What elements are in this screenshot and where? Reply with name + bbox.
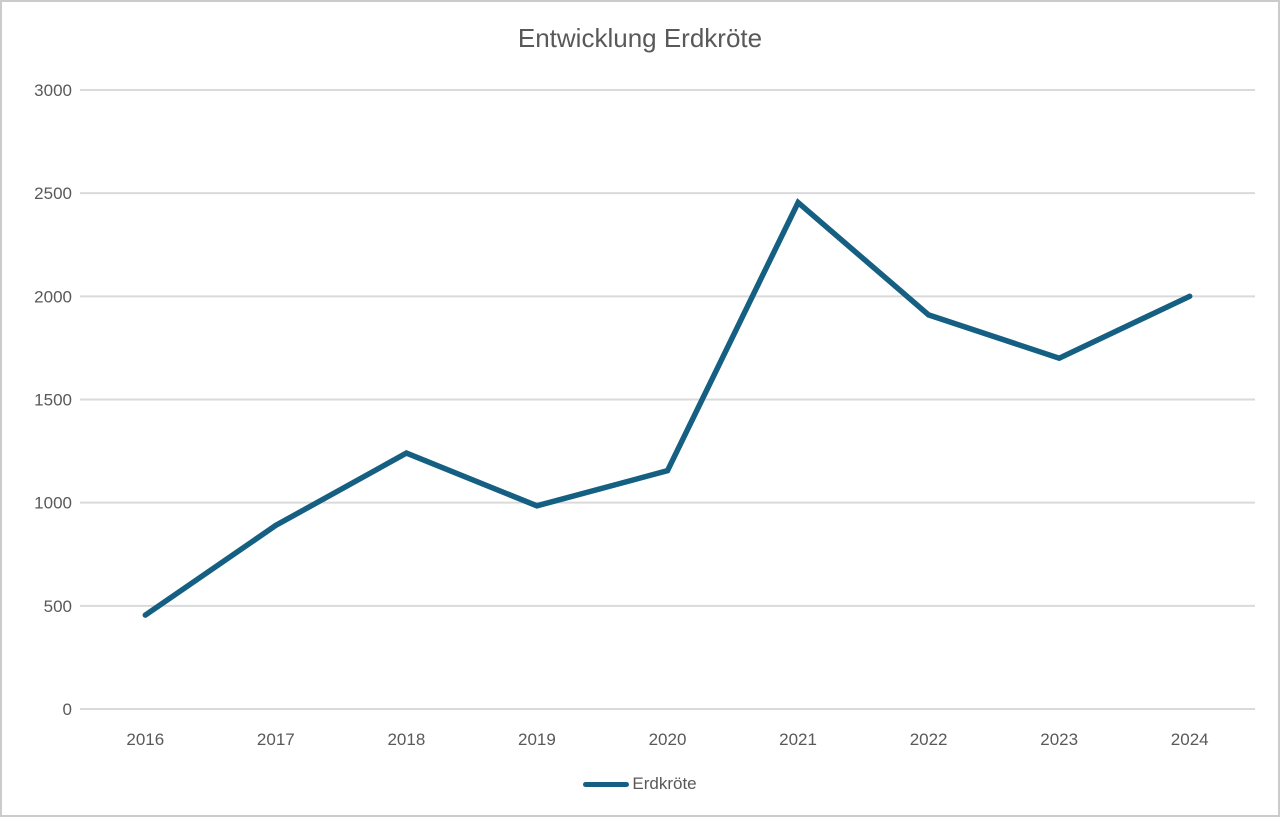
y-axis-tick-label: 3000 bbox=[34, 81, 72, 100]
legend-label: Erdkröte bbox=[632, 774, 697, 793]
x-axis-tick-label: 2017 bbox=[257, 730, 295, 749]
y-axis-tick-label: 1000 bbox=[34, 494, 72, 513]
x-axis-tick-label: 2016 bbox=[126, 730, 164, 749]
y-axis-tick-label: 2000 bbox=[34, 287, 72, 306]
x-axis-tick-label: 2024 bbox=[1171, 730, 1209, 749]
x-axis-tick-label: 2021 bbox=[779, 730, 817, 749]
legend-line-swatch bbox=[583, 781, 630, 787]
x-axis-tick-label: 2022 bbox=[910, 730, 948, 749]
y-axis-tick-label: 1500 bbox=[34, 391, 72, 410]
chart-title: Entwicklung Erdkröte bbox=[517, 23, 763, 53]
y-axis-tick-label: 500 bbox=[44, 597, 72, 616]
series-line-erdkröte bbox=[142, 198, 1193, 618]
legend: Erdkröte bbox=[2, 774, 1278, 794]
y-axis-tick-label: 0 bbox=[63, 700, 72, 719]
x-axis-tick-label: 2023 bbox=[1040, 730, 1078, 749]
x-axis-tick-label: 2020 bbox=[649, 730, 687, 749]
x-axis-tick-label: 2019 bbox=[518, 730, 556, 749]
x-axis-tick-label: 2018 bbox=[387, 730, 425, 749]
y-axis-tick-label: 2500 bbox=[34, 184, 72, 203]
